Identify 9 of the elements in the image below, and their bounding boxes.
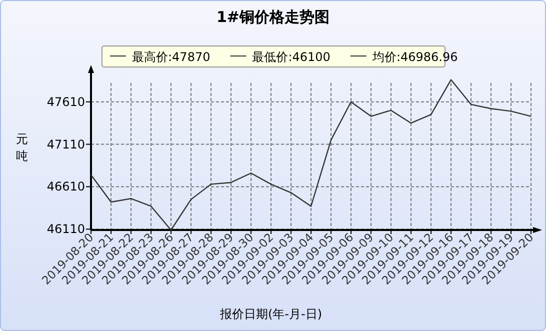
y-tick-label: 47610 bbox=[46, 94, 85, 109]
chart-title: 1#铜价格走势图 bbox=[216, 8, 330, 26]
y-tick-label: 47110 bbox=[46, 137, 85, 152]
y-tick-label: 46610 bbox=[46, 180, 85, 194]
y-axis-title: 元吨 bbox=[16, 132, 28, 163]
line-series bbox=[90, 79, 532, 231]
x-axis-title: 报价日期(年-月-日) bbox=[218, 307, 322, 321]
legend: 最高价:47870 最低价:46100 均价:46986.96 bbox=[102, 46, 458, 68]
y-tick-label: 46110 bbox=[46, 222, 85, 236]
